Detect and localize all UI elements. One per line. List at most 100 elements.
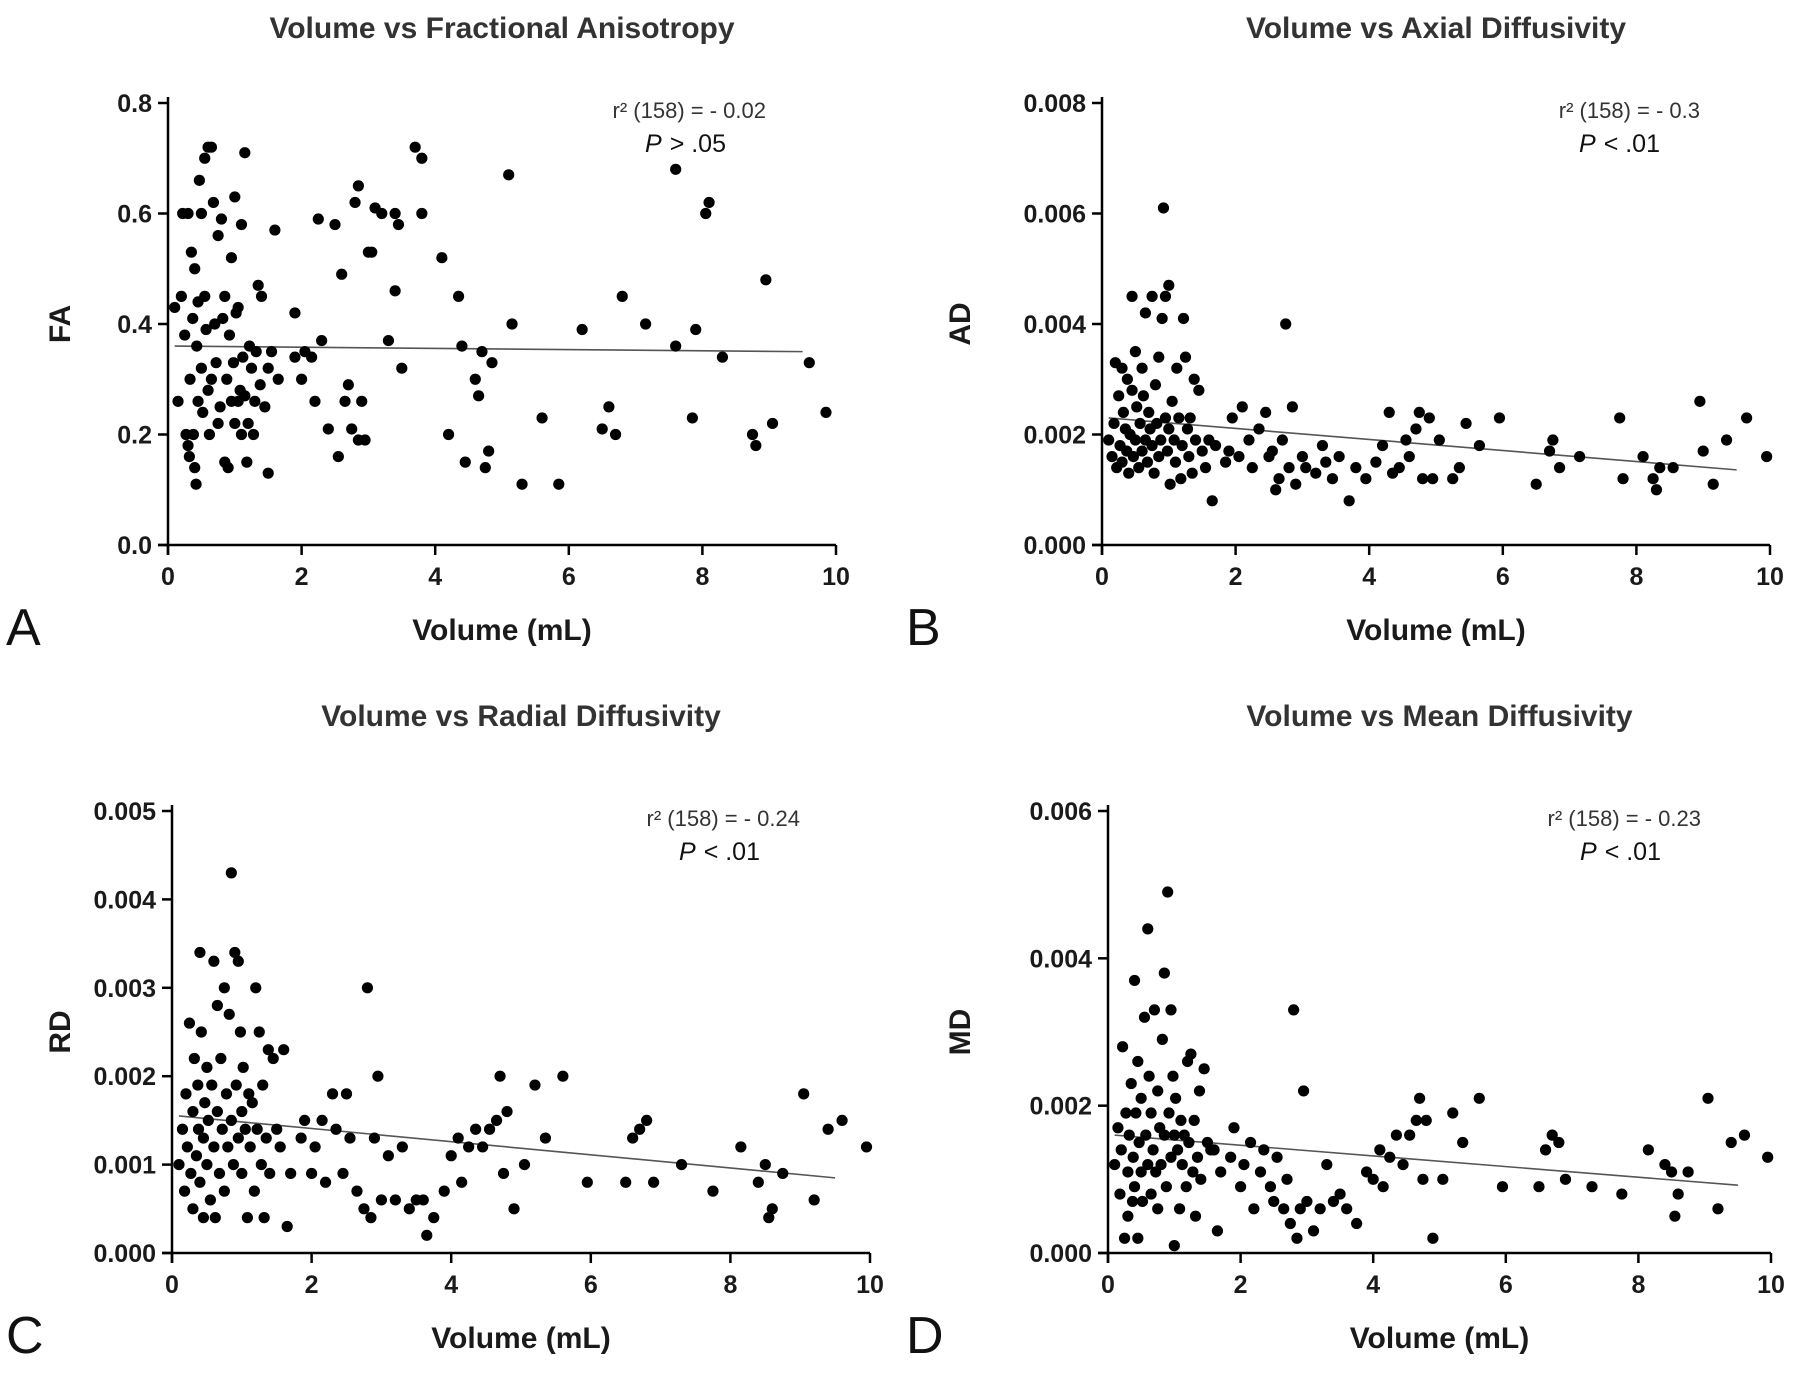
data-point <box>187 1203 199 1215</box>
data-point <box>1543 445 1556 457</box>
data-point <box>1417 1173 1429 1185</box>
data-point <box>477 1141 489 1153</box>
data-point <box>202 384 214 396</box>
data-point <box>195 362 207 374</box>
data-point <box>205 141 218 153</box>
data-point <box>1266 445 1278 457</box>
data-point <box>1246 462 1258 474</box>
data-point <box>1725 1136 1737 1149</box>
data-point <box>1665 1166 1678 1178</box>
data-point <box>1127 1151 1139 1163</box>
data-point <box>581 1176 593 1188</box>
data-point <box>1553 462 1566 474</box>
data-point <box>470 1123 482 1135</box>
data-point <box>1707 478 1719 490</box>
data-point <box>1179 351 1192 363</box>
data-point <box>1155 1159 1167 1171</box>
data-point <box>330 1123 342 1135</box>
data-point <box>539 1132 552 1144</box>
data-point <box>459 456 471 468</box>
data-point <box>232 955 244 967</box>
data-point <box>1393 462 1405 474</box>
data-point <box>213 1167 226 1180</box>
x-tick-label: 2 <box>1229 563 1243 591</box>
y-tick-label: 0.004 <box>93 886 156 914</box>
data-point <box>1447 473 1459 485</box>
data-point <box>735 1141 747 1153</box>
data-point <box>1712 1203 1724 1215</box>
data-point <box>1118 1232 1131 1244</box>
data-point <box>199 152 211 164</box>
data-point <box>194 1176 206 1188</box>
data-point <box>445 1150 457 1162</box>
data-point <box>1296 451 1308 463</box>
data-point <box>1370 456 1382 468</box>
data-point <box>1377 1181 1389 1193</box>
data-point <box>1121 373 1133 385</box>
x-tick-label: 2 <box>305 1271 319 1299</box>
data-point <box>1559 1173 1572 1185</box>
data-point <box>309 395 321 407</box>
data-point <box>1173 412 1185 424</box>
data-point <box>227 357 240 369</box>
data-point <box>389 1194 401 1206</box>
data-point <box>1321 1159 1333 1171</box>
x-tick-label: 0 <box>1101 1271 1115 1299</box>
p-symbol: P <box>679 838 696 866</box>
data-point <box>1327 1195 1340 1208</box>
data-point <box>609 428 622 441</box>
x-tick-label: 8 <box>1629 563 1643 591</box>
x-axis-label: Volume (mL) <box>1346 614 1525 647</box>
x-tick-label: 6 <box>1496 563 1510 591</box>
data-point <box>1146 439 1158 452</box>
chart-title: Volume vs Radial Diffusivity <box>321 700 721 733</box>
data-point <box>1199 462 1212 474</box>
y-tick-label: 0.002 <box>1029 1093 1092 1121</box>
data-point <box>1351 1217 1363 1230</box>
data-point <box>1316 439 1329 452</box>
data-point <box>1586 1181 1598 1193</box>
data-point <box>1185 1048 1197 1060</box>
data-point <box>1403 451 1415 463</box>
data-point <box>248 1185 260 1197</box>
data-point <box>1697 445 1709 457</box>
data-point <box>222 1141 234 1153</box>
data-point <box>205 373 218 385</box>
data-point <box>1291 1232 1303 1244</box>
data-point <box>1181 423 1194 435</box>
data-point <box>1176 439 1188 452</box>
y-tick-label: 0.003 <box>93 975 156 1003</box>
x-axis-label: Volume (mL) <box>431 1322 610 1355</box>
data-point <box>1360 473 1372 485</box>
data-point <box>1132 1232 1144 1244</box>
data-point <box>1310 467 1322 479</box>
p-value: P > .05 <box>645 130 726 158</box>
p-value-text: < .01 <box>704 838 760 866</box>
data-point <box>1341 1203 1353 1215</box>
regression-line <box>174 345 803 353</box>
data-point <box>222 462 234 474</box>
data-point <box>416 207 428 220</box>
data-point <box>192 1123 205 1135</box>
data-point <box>1235 1181 1247 1193</box>
data-point <box>1243 434 1255 446</box>
data-point <box>175 290 187 302</box>
data-point <box>192 395 204 407</box>
data-point <box>1128 974 1141 987</box>
data-point <box>225 1114 237 1126</box>
data-point <box>716 351 729 363</box>
data-point <box>1288 1004 1300 1016</box>
data-point <box>223 1008 235 1020</box>
data-point <box>215 213 228 225</box>
data-point <box>1314 1203 1326 1215</box>
data-point <box>417 1194 429 1206</box>
data-point <box>1158 967 1170 979</box>
data-point <box>1413 406 1425 418</box>
p-value: P < .01 <box>679 838 760 866</box>
data-point <box>686 412 698 424</box>
data-point <box>210 357 222 369</box>
data-point <box>1126 384 1138 396</box>
data-point <box>777 1167 789 1180</box>
data-point <box>1126 1195 1139 1208</box>
data-point <box>262 467 274 479</box>
